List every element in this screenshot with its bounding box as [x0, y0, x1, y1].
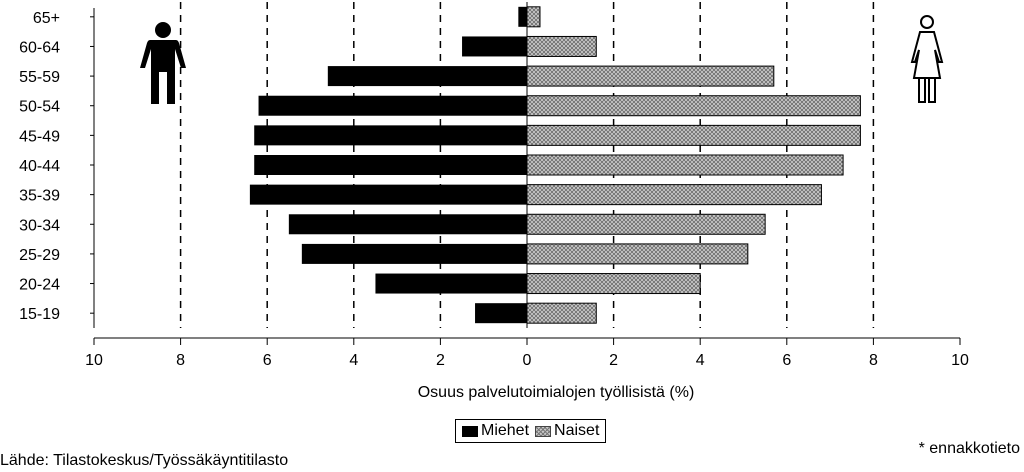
x-tick-label: 6 — [263, 352, 272, 369]
category-label: 50-54 — [19, 99, 60, 116]
bar-women-30-34 — [526, 213, 766, 235]
x-tick-label: 2 — [609, 352, 618, 369]
bar-men-50-54 — [258, 95, 527, 116]
bar-women-60-64 — [526, 35, 597, 57]
bar-women-35-39 — [526, 184, 822, 206]
category-label: 25-29 — [19, 247, 60, 264]
category-label: 35-39 — [19, 188, 60, 205]
x-axis-title: Osuus palvelutoimialojen työllisistä (%) — [418, 384, 695, 401]
legend-swatch-women — [535, 425, 552, 437]
bar-men-30-34 — [288, 214, 527, 235]
category-label: 55-59 — [19, 69, 60, 86]
x-tick-label: 8 — [869, 352, 878, 369]
bar-women-15-19 — [526, 302, 597, 324]
bar-women-25-29 — [526, 243, 749, 265]
bar-women-55-59 — [526, 65, 775, 87]
category-label: 60-64 — [19, 39, 60, 56]
category-label: 45-49 — [19, 128, 60, 145]
legend-swatch-men — [462, 425, 478, 437]
footnote: * ennakkotieto — [918, 440, 1020, 457]
bar-men-15-19 — [475, 303, 527, 324]
category-label: 15-19 — [19, 306, 60, 323]
x-tick-label: 0 — [523, 352, 532, 369]
woman-icon — [910, 15, 944, 103]
category-label: 40-44 — [19, 158, 60, 175]
x-tick-label: 2 — [436, 352, 445, 369]
bar-men-60-64 — [462, 36, 527, 57]
bar-women-50-54 — [526, 95, 861, 117]
bar-men-55-59 — [327, 66, 527, 87]
category-label: 30-34 — [19, 217, 60, 234]
source-note: Lähde: Tilastokeskus/Työssäkäyntitilasto — [0, 452, 289, 469]
bar-men-25-29 — [301, 243, 527, 264]
x-tick-label: 4 — [349, 352, 358, 369]
bar-women-40-44 — [526, 154, 844, 176]
legend-label-women: Naiset — [554, 422, 600, 439]
bar-men-20-24 — [375, 273, 527, 294]
x-tick-label: 10 — [951, 352, 969, 369]
legend-item-women: Naiset — [535, 422, 599, 440]
bar-men-40-44 — [254, 155, 527, 175]
bar-women-20-24 — [526, 273, 701, 295]
x-tick-label: 10 — [85, 352, 103, 369]
bar-women-65+ — [526, 6, 541, 28]
category-label: 20-24 — [19, 277, 60, 294]
x-tick-label: 6 — [782, 352, 791, 369]
category-label: 65+ — [33, 10, 60, 27]
bar-women-45-49 — [526, 124, 861, 146]
legend: Miehet Naiset — [455, 419, 607, 443]
bar-men-45-49 — [254, 125, 527, 146]
x-tick-label: 8 — [176, 352, 185, 369]
man-icon — [140, 22, 186, 104]
bar-men-35-39 — [249, 184, 527, 205]
legend-item-men: Miehet — [462, 422, 529, 440]
legend-label-men: Miehet — [481, 422, 530, 439]
x-tick-label: 4 — [696, 352, 705, 369]
bar-men-65+ — [518, 6, 527, 27]
